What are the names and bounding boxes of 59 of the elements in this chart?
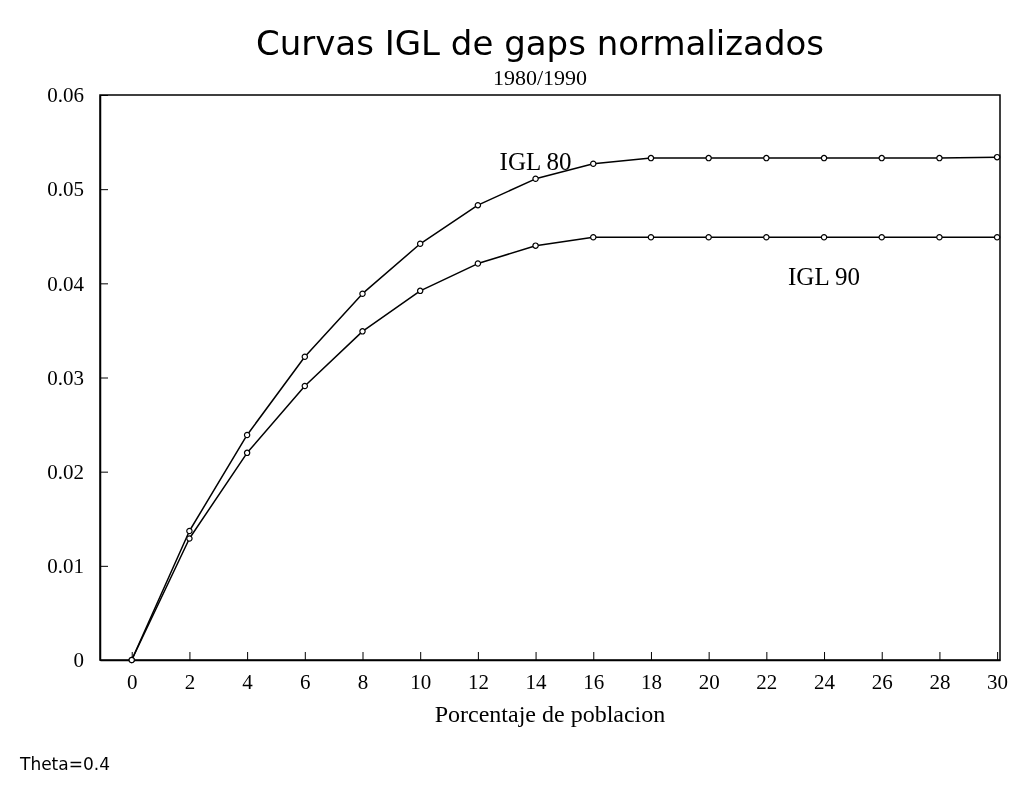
x-tick-label: 22 (756, 669, 778, 694)
point (590, 233, 597, 241)
x-tick-label: 24 (814, 669, 836, 694)
x-tick-label: 20 (698, 669, 720, 694)
point (186, 535, 193, 542)
point (878, 154, 885, 162)
point (878, 233, 885, 241)
point (590, 160, 597, 167)
x-tick-label: 8 (357, 669, 369, 694)
point (647, 154, 655, 162)
point (532, 175, 539, 183)
chart-title: Curvas IGL de gaps normalizados (255, 23, 825, 63)
point (243, 449, 251, 457)
point (936, 154, 943, 162)
point (647, 233, 655, 241)
y-tick-label: 0.05 (47, 177, 84, 202)
point (474, 260, 482, 267)
point (993, 233, 1001, 241)
point (763, 154, 770, 162)
x-tick-label: 18 (640, 669, 662, 694)
point (474, 201, 482, 209)
point (936, 233, 943, 241)
x-tick-label: 6 (300, 669, 311, 694)
point (301, 382, 309, 390)
x-tick-label: 2 (184, 669, 196, 694)
point (705, 233, 712, 241)
point (359, 328, 366, 335)
point (820, 233, 828, 241)
point (416, 240, 424, 248)
y-tick-label: 0.02 (47, 459, 84, 484)
x-tick-label: 26 (871, 669, 893, 694)
text: Theta=0.4 (19, 754, 110, 774)
y-tick-label: 0.01 (47, 554, 84, 579)
point (820, 154, 828, 162)
point (359, 290, 366, 297)
point (993, 153, 1001, 161)
point (186, 527, 193, 535)
point (301, 353, 309, 361)
x-tick-label: 0 (126, 669, 138, 694)
x-tick-label: 14 (525, 669, 548, 694)
point (763, 233, 770, 241)
x-tick-label: 4 (242, 669, 254, 694)
x-axis-title: Porcentaje de poblacion (434, 701, 666, 727)
chart-subtitle: 1980/1990 (492, 65, 588, 90)
y-tick-label: 0.06 (47, 83, 84, 108)
point (416, 287, 424, 295)
x-tick-label: 10 (410, 669, 432, 694)
x-tick-label: 16 (583, 669, 605, 694)
x-tick-label: 12 (467, 669, 489, 694)
series-label: IGL 80 (499, 147, 572, 175)
point (243, 431, 251, 439)
point (532, 242, 539, 249)
x-tick-label: 28 (929, 669, 951, 694)
y-tick-label: 0 (73, 648, 84, 673)
y-tick-label: 0.03 (47, 365, 84, 390)
point (705, 154, 712, 162)
x-tick-label: 30 (987, 669, 1009, 694)
y-tick-label: 0.04 (47, 271, 85, 296)
series-label: IGL 90 (788, 263, 861, 291)
